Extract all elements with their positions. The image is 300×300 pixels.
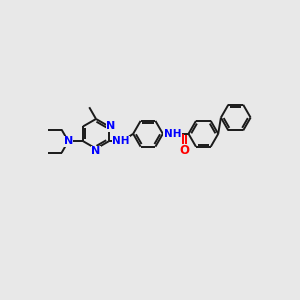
Text: N: N <box>106 122 116 131</box>
Text: NH: NH <box>112 136 130 146</box>
Text: N: N <box>64 136 73 146</box>
Text: NH: NH <box>164 129 181 139</box>
Text: O: O <box>179 144 190 157</box>
Text: N: N <box>92 146 100 156</box>
